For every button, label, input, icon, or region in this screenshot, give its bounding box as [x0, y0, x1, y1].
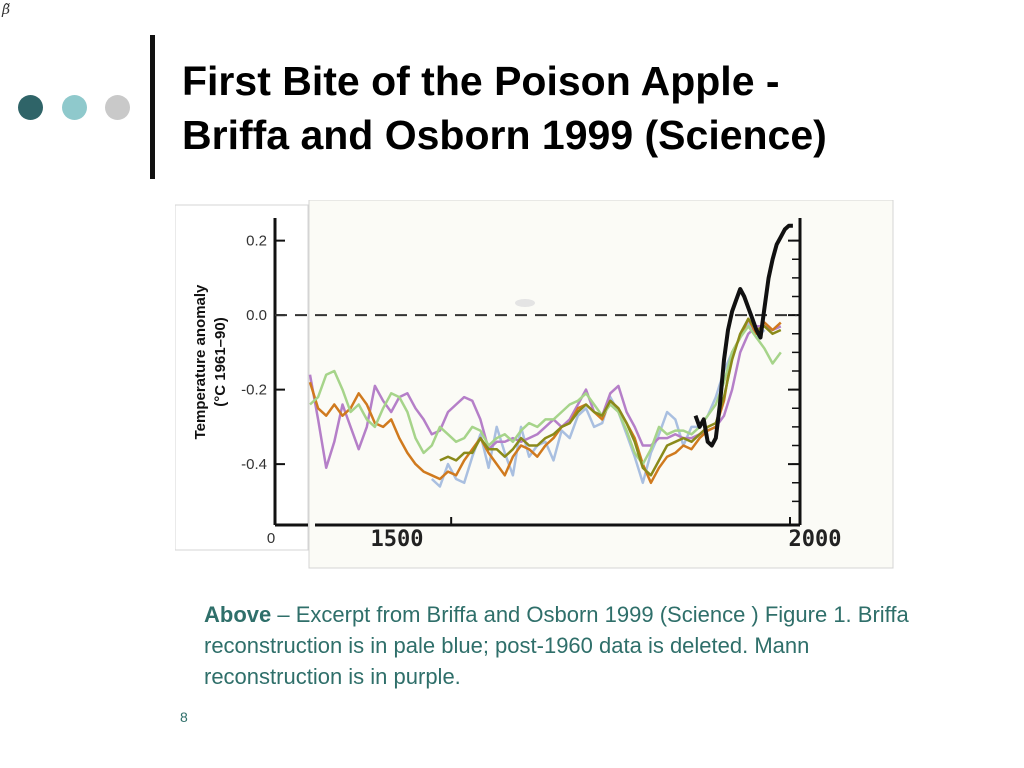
y-origin-label: 0 — [267, 530, 275, 547]
decor-dot-dark — [18, 95, 43, 120]
title-line-1: First Bite of the Poison Apple - — [182, 58, 780, 104]
y-tick-label: 0.0 — [246, 307, 267, 324]
y-axis-title-line-1: Temperature anomaly — [192, 284, 209, 439]
x-tick-label: 2000 — [789, 527, 842, 552]
x-tick-label: 1500 — [371, 527, 424, 552]
y-tick-label: 0.2 — [246, 233, 267, 250]
plot-panel — [308, 200, 894, 569]
series-line-5 — [693, 223, 793, 448]
y-axis-title-line-2: (°C 1961–90) — [212, 317, 229, 406]
smudge — [515, 299, 535, 307]
decor-dot-grey — [105, 95, 130, 120]
title-divider — [150, 35, 155, 179]
page-number: 8 — [180, 709, 188, 725]
decor-dot-light — [62, 95, 87, 120]
axis-panel — [175, 204, 309, 551]
slide-title: First Bite of the Poison Apple - Briffa … — [182, 54, 982, 162]
caption: Above – Excerpt from Briffa and Osborn 1… — [204, 599, 944, 692]
y-tick-label: -0.4 — [241, 456, 267, 473]
caption-label: Above — [204, 602, 272, 627]
chart-figure: 0.2 0.0 -0.2 -0.4 0 1500 2000 Temperature anom… — [175, 200, 895, 570]
title-line-2: Briffa and Osborn 1999 (Science) — [182, 112, 827, 158]
chart-svg: 0.2 0.0 -0.2 -0.4 0 1500 2000 Temperature anom… — [175, 200, 894, 569]
series-line-4 — [439, 317, 782, 477]
caption-text: – Excerpt from Briffa and Osborn 1999 (S… — [204, 602, 909, 689]
series-line-2 — [308, 317, 782, 485]
corner-mark: β̃ — [2, 2, 11, 18]
y-tick-label: -0.2 — [241, 382, 267, 399]
